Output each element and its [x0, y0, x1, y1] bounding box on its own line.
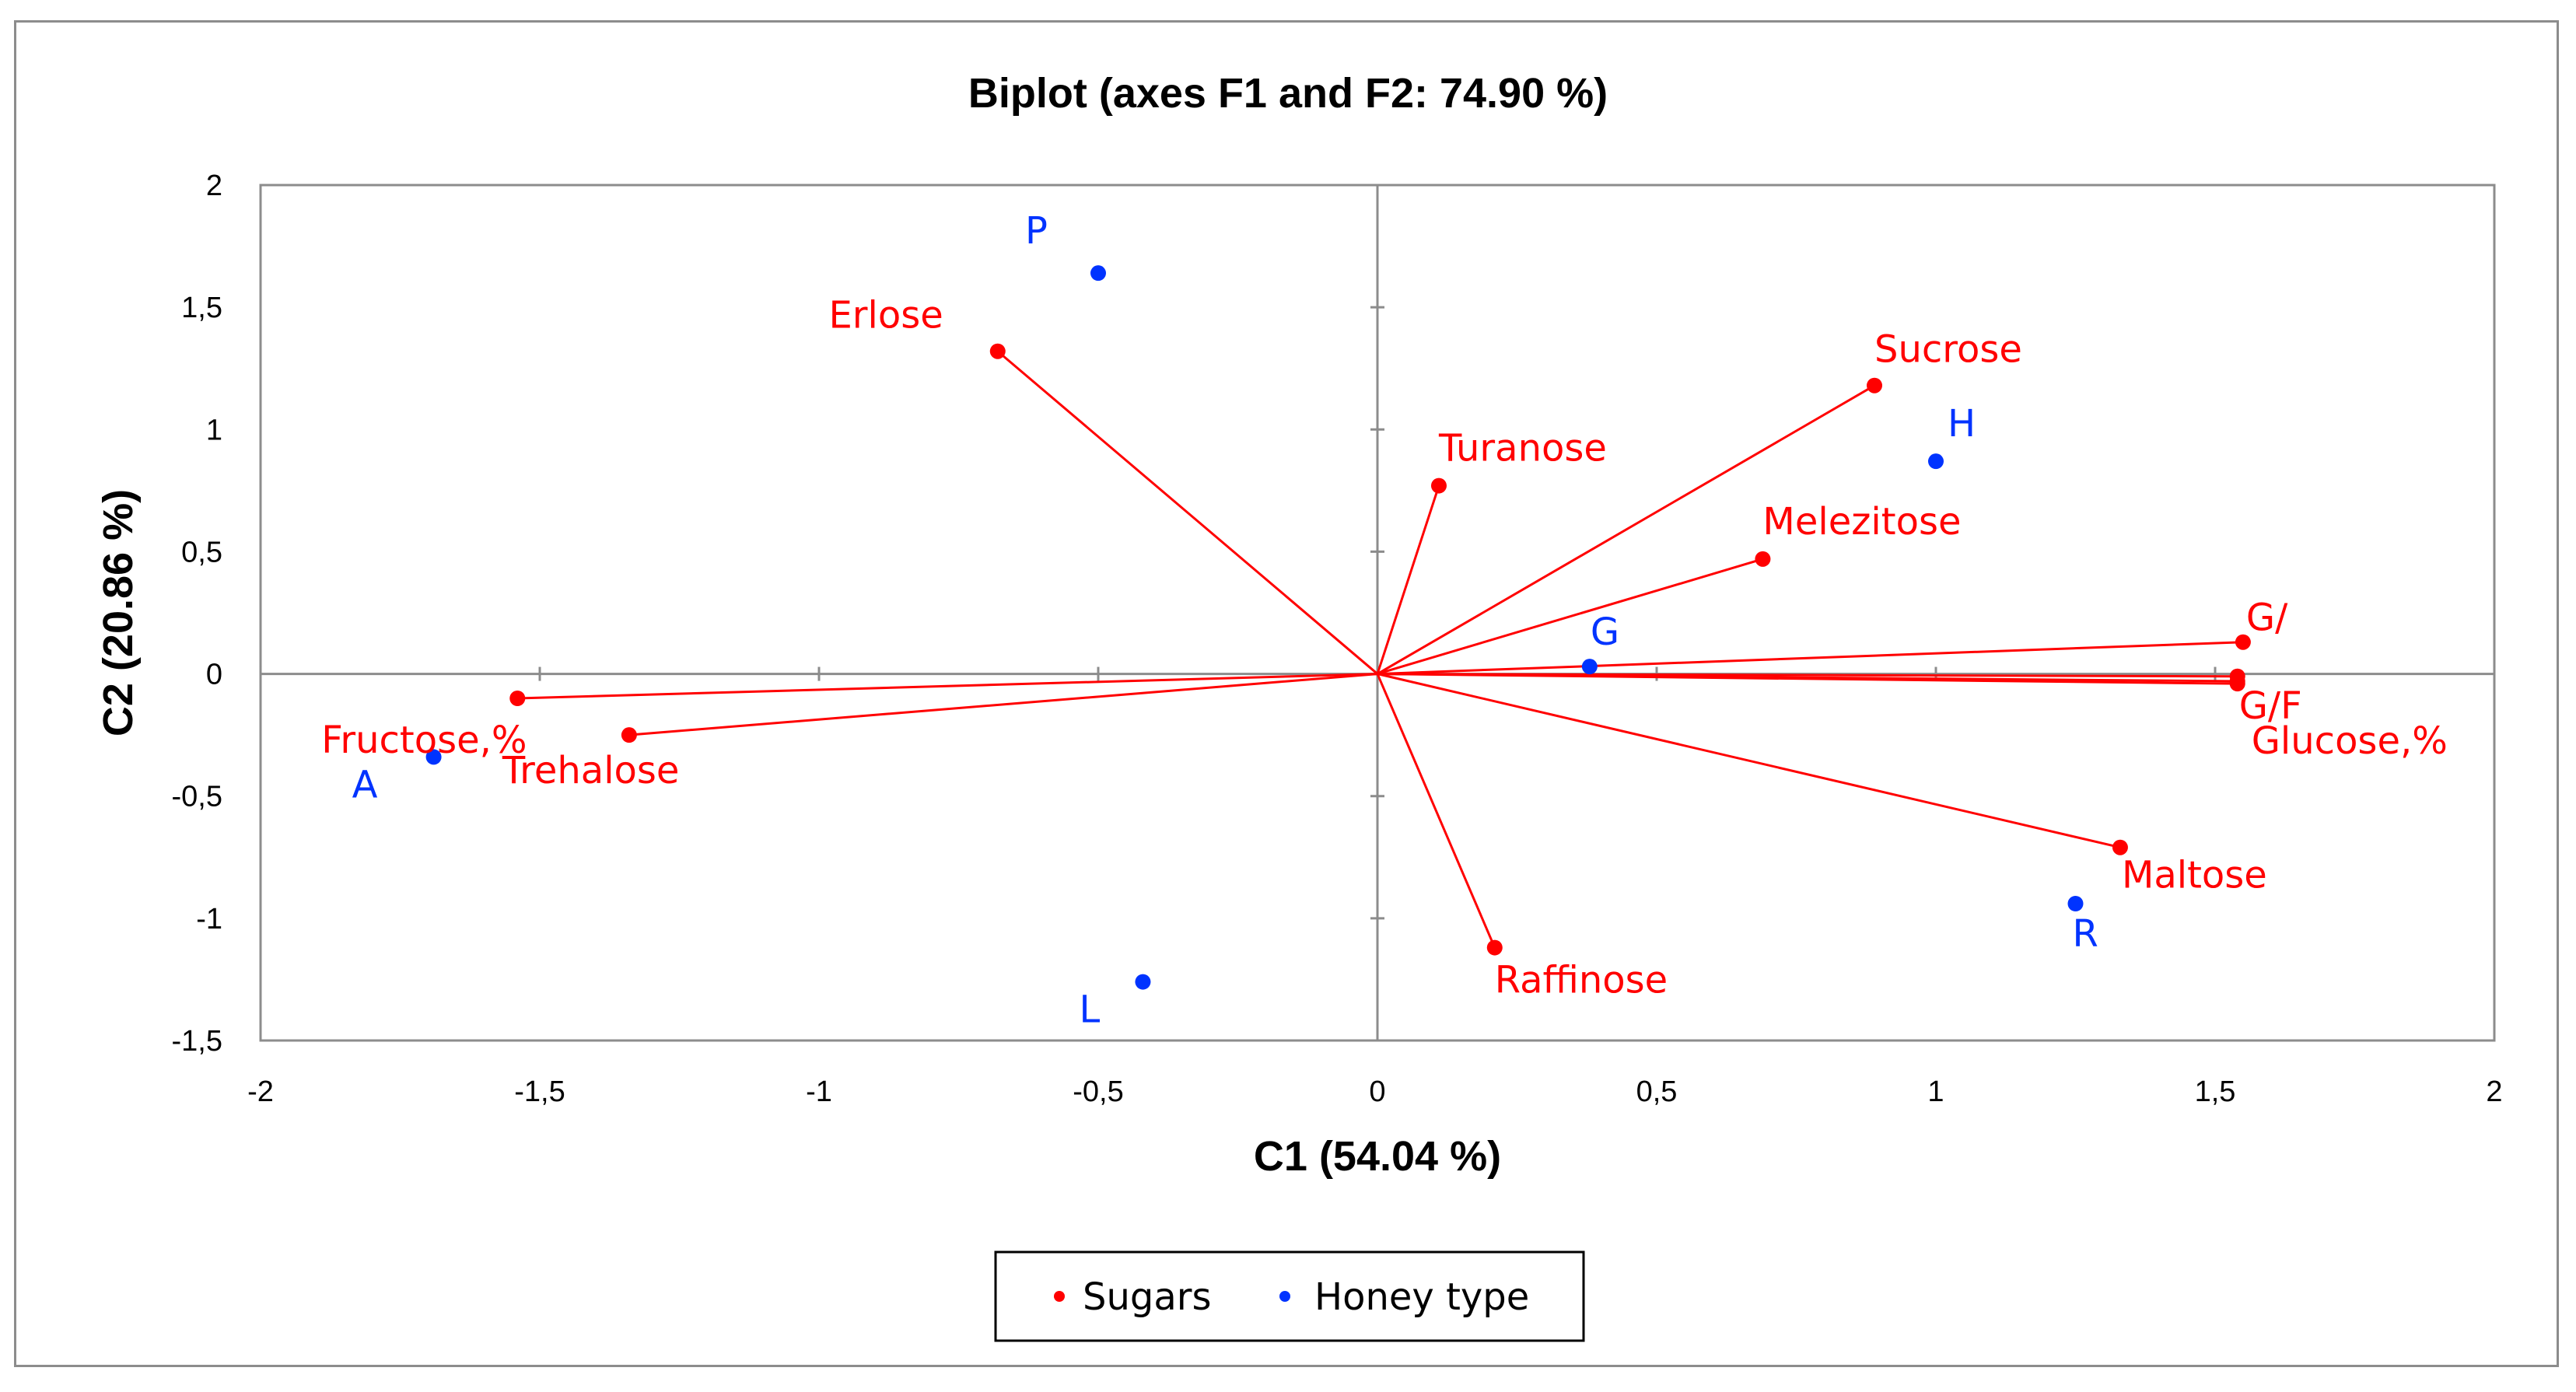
- y-tick-label: 0,5: [181, 536, 222, 568]
- sugars-label-raffinose: Raffinose: [1495, 959, 1668, 1002]
- legend-sugars-marker: [1054, 1291, 1065, 1302]
- vector-maltose: [1377, 673, 2121, 849]
- honey-type-label-a: A: [352, 763, 378, 806]
- honey-type-point-p: [1090, 265, 1106, 282]
- x-tick-label: 1: [1927, 1075, 1944, 1108]
- vector-trehalose: [628, 673, 1378, 736]
- sugars-label-sucrose: Sucrose: [1874, 328, 2022, 372]
- axes-layer: -2 -1,5 -1 -0,5 0 0,5 1 1,5 2 -1,5 -1 -0,5 0 0,5 1 1,5 2: [172, 170, 2503, 1108]
- honey-type-label-g: G: [1591, 610, 1619, 654]
- sugars-label-maltose: Maltose: [2122, 854, 2267, 897]
- sugars-label-fructose: Fructose,%: [321, 719, 527, 762]
- sugars-label-trehalose: Trehalose: [502, 749, 680, 792]
- sugars-label-glucose: Glucose,%: [2252, 719, 2448, 763]
- legend-honey-type-label: Honey type: [1314, 1275, 1529, 1319]
- honey-type-point-r: [2067, 896, 2084, 911]
- vector-melezitose: [1377, 558, 1763, 676]
- x-axis-title: C1 (54.04 %): [1254, 1133, 1501, 1180]
- y-tick-label: -1: [196, 903, 222, 936]
- labels-layer: Erlose Sucrose Turanose Melezitose G/G/FGluc…: [321, 209, 2448, 1031]
- honey-type-label-p: P: [1025, 209, 1048, 253]
- vector-turanose: [1376, 485, 1440, 675]
- sugars-point-sucrose: [1867, 377, 1883, 393]
- x-tick-label: 0,5: [1636, 1075, 1678, 1108]
- legend-sugars-label: Sugars: [1083, 1275, 1212, 1319]
- sugars-point-melezitose: [1755, 551, 1771, 567]
- x-tick-label: 2: [2486, 1075, 2502, 1108]
- vector-sucrose: [1377, 384, 1875, 675]
- sugars-point-maltose: [2112, 839, 2128, 855]
- chart-title: Biplot (axes F1 and F2: 74.90 %): [968, 70, 1608, 117]
- honey-type-label-h: H: [1948, 402, 1976, 446]
- honey-type-point-l: [1135, 974, 1151, 990]
- sugars-point-fructose: [509, 691, 526, 706]
- y-tick-label: 0: [206, 659, 222, 691]
- x-tick-label: -1: [806, 1075, 832, 1108]
- sugars-point-turanose: [1430, 477, 1447, 494]
- x-tick-label: 1,5: [2195, 1075, 2236, 1108]
- points-layer: [425, 265, 2251, 990]
- vector-fructose: [517, 673, 1378, 700]
- honey-type-point-h: [1928, 453, 1944, 470]
- sugars-point-g: [2235, 634, 2251, 650]
- honey-type-point-g: [1581, 659, 1598, 675]
- vector-raffinose: [1376, 673, 1496, 949]
- x-tick-label: -1,5: [514, 1075, 565, 1108]
- y-axis-title: C2 (20.86 %): [95, 489, 142, 736]
- y-tick-label: 2: [206, 170, 222, 202]
- vector-erlose: [996, 350, 1378, 675]
- vectors-layer: [517, 350, 2243, 949]
- honey-type-label-r: R: [2073, 912, 2098, 956]
- sugars-point-trehalose: [621, 727, 637, 743]
- honey-type-label-l: L: [1079, 988, 1100, 1032]
- sugars-point-raffinose: [1486, 939, 1503, 956]
- x-tick-label: 0: [1369, 1075, 1385, 1108]
- honey-type-point-a: [425, 749, 442, 765]
- sugars-point-glucose: [2229, 676, 2245, 692]
- x-tick-label: -2: [247, 1075, 274, 1108]
- y-tick-label: 1,5: [181, 292, 222, 324]
- vector-g: [1377, 641, 2243, 676]
- y-tick-label: -0,5: [172, 781, 222, 813]
- sugars-label-g-f: G/F: [2239, 684, 2302, 728]
- vector-glucose: [1377, 673, 2238, 685]
- legend: Sugars Honey type: [994, 1250, 1585, 1342]
- sugars-label-turanose: Turanose: [1438, 427, 1607, 470]
- x-tick-label: -0,5: [1073, 1075, 1123, 1108]
- sugars-label-melezitose: Melezitose: [1762, 500, 1961, 544]
- sugars-label-g: G/: [2246, 596, 2288, 640]
- sugars-point-erlose: [989, 343, 1006, 359]
- y-tick-label: -1,5: [172, 1025, 222, 1058]
- y-tick-label: 1: [206, 414, 222, 446]
- sugars-label-erlose: Erlose: [828, 294, 943, 338]
- legend-honey-type-marker: [1279, 1291, 1290, 1302]
